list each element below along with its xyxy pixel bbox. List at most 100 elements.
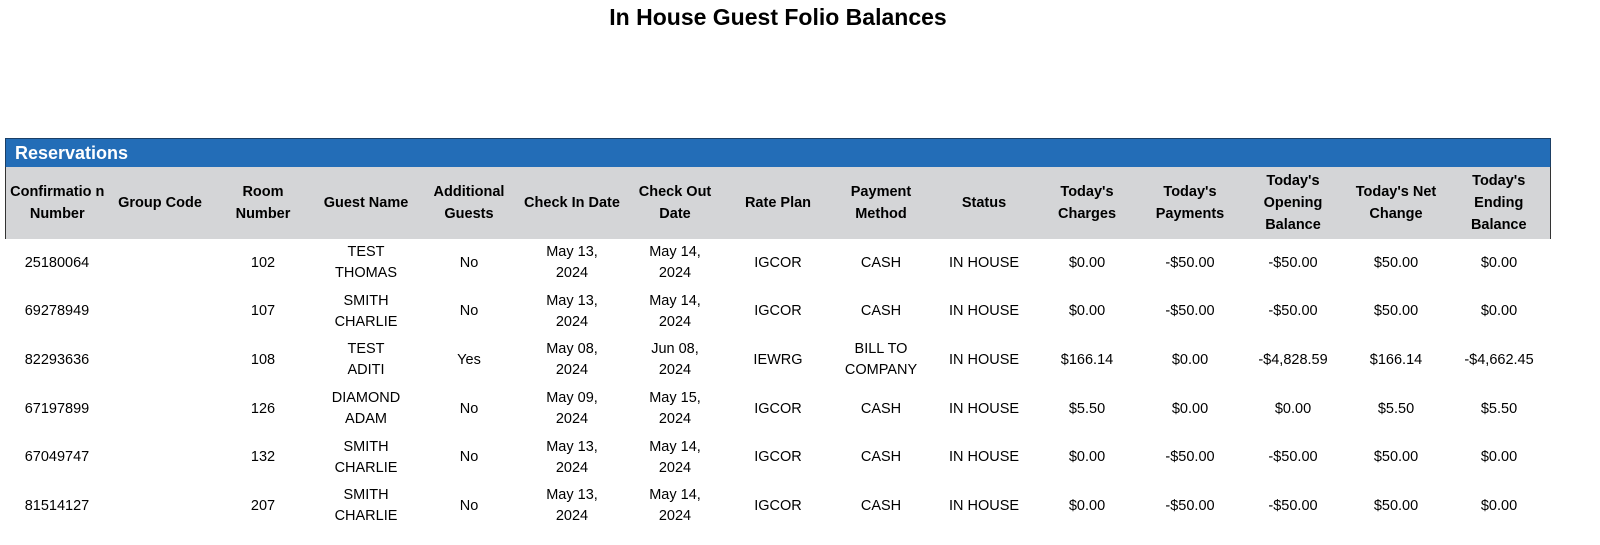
table-cell: IN HOUSE (948, 449, 1020, 466)
table-cell: $0.00 (1480, 449, 1518, 466)
table-cell: -$50.00 (1165, 254, 1215, 271)
table-cell (109, 239, 212, 288)
table-cell: SMITH CHARLIE (334, 292, 398, 330)
column-header: Status (932, 167, 1036, 239)
table-cell: May 13, 2024 (546, 438, 598, 476)
table-cell: IGCOR (754, 303, 802, 320)
table-cell: $0.00 (1171, 351, 1209, 368)
table-cell: 67197899 (24, 400, 90, 417)
table-cell: IGCOR (754, 497, 802, 514)
table-cell (109, 433, 212, 482)
table-row: 67197899 126 DIAMOND ADAM No May 09, 2024 May… (6, 385, 1551, 434)
table-cell: IGCOR (754, 449, 802, 466)
table-cell: $5.50 (1480, 400, 1518, 417)
table-cell (109, 482, 212, 531)
table-cell: -$50.00 (1165, 497, 1215, 514)
column-header: Check In Date (520, 167, 624, 239)
table-cell: -$50.00 (1268, 254, 1318, 271)
table-cell: 67049747 (24, 449, 90, 466)
table-cell: $0.00 (1068, 303, 1106, 320)
table-cell: May 14, 2024 (649, 244, 701, 282)
table-cell: $0.00 (1480, 254, 1518, 271)
column-header: Room Number (211, 167, 315, 239)
table-cell: IN HOUSE (948, 497, 1020, 514)
table-cell: DIAMOND ADAM (331, 390, 401, 428)
table-cell: 102 (250, 254, 276, 271)
table-cell: -$50.00 (1268, 497, 1318, 514)
table-cell: $50.00 (1373, 254, 1419, 271)
column-header: Group Code (108, 167, 212, 239)
table-cell: May 09, 2024 (546, 390, 598, 428)
table-cell (109, 336, 212, 385)
page-title: In House Guest Folio Balances (609, 4, 947, 30)
table-cell: IN HOUSE (948, 351, 1020, 368)
table-row: 25180064 102 TEST THOMAS No May 13, 2024 May … (6, 239, 1551, 288)
table-cell: Yes (457, 351, 481, 368)
table-cell: $166.14 (1060, 351, 1114, 368)
table-cell: CASH (860, 449, 902, 466)
table-row: 81514127 207 SMITH CHARLIE No May 13, 2024 Ma… (6, 482, 1551, 531)
table-cell: May 14, 2024 (649, 487, 701, 525)
table-cell: $5.50 (1377, 400, 1415, 417)
table-cell: $0.00 (1274, 400, 1312, 417)
table-cell: SMITH CHARLIE (334, 438, 398, 476)
section-header: Reservations (5, 138, 1551, 167)
table-cell: 107 (250, 303, 276, 320)
table-cell: $0.00 (1068, 497, 1106, 514)
column-header: Payment Method (829, 167, 933, 239)
table-cell: 126 (250, 400, 276, 417)
table-row: 67049747 132 SMITH CHARLIE No May 13, 2024 Ma… (6, 433, 1551, 482)
table-cell: IN HOUSE (948, 254, 1020, 271)
table-cell: TEST ADITI (347, 341, 385, 379)
table-cell: -$50.00 (1165, 449, 1215, 466)
table-cell: 207 (250, 497, 276, 514)
table-cell: No (459, 400, 479, 417)
table-cell: No (459, 497, 479, 514)
table-cell: 82293636 (24, 351, 90, 368)
table-cell: CASH (860, 400, 902, 417)
table-cell: CASH (860, 497, 902, 514)
table-cell: -$4,828.59 (1258, 351, 1328, 368)
table-cell: No (459, 254, 479, 271)
table-cell: $50.00 (1373, 497, 1419, 514)
table-cell: BILL TO COMPANY (844, 341, 918, 379)
column-header: Today's Net Change (1344, 167, 1448, 239)
table-cell: $166.14 (1369, 351, 1423, 368)
table-cell: May 13, 2024 (546, 292, 598, 330)
table-row: 82293636 108 TEST ADITI Yes May 08, 2024 Jun … (6, 336, 1551, 385)
table-cell: $0.00 (1480, 497, 1518, 514)
table-cell: Jun 08, 2024 (651, 341, 699, 379)
column-header: Additional Guests (417, 167, 521, 239)
column-header: Guest Name (314, 167, 418, 239)
header-row: Confirmatio n Number Group Code Room Numbe… (5, 167, 1551, 239)
table-cell: $0.00 (1068, 449, 1106, 466)
table-cell: -$4,662.45 (1464, 351, 1534, 368)
table-cell: May 13, 2024 (546, 244, 598, 282)
table-cell: $0.00 (1171, 400, 1209, 417)
table-cell: No (459, 449, 479, 466)
table-cell: -$50.00 (1268, 303, 1318, 320)
column-header: Today's Payments (1138, 167, 1242, 239)
column-header: Today's Charges (1035, 167, 1139, 239)
table-cell: IN HOUSE (948, 400, 1020, 417)
table-cell: 25180064 (24, 254, 90, 271)
column-header: Today's Opening Balance (1241, 167, 1345, 239)
table-cell: 81514127 (24, 497, 90, 514)
table-cell: $5.50 (1068, 400, 1106, 417)
table-cell: IN HOUSE (948, 303, 1020, 320)
table-cell: IGCOR (754, 400, 802, 417)
table-cell: -$50.00 (1268, 449, 1318, 466)
column-header: Check Out Date (623, 167, 727, 239)
table-cell: CASH (860, 303, 902, 320)
table-cell: $0.00 (1068, 254, 1106, 271)
table-cell: CASH (860, 254, 902, 271)
table-cell: IEWRG (753, 351, 803, 368)
table-cell: May 14, 2024 (649, 438, 701, 476)
table-cell: TEST THOMAS (334, 244, 398, 282)
table-cell: $0.00 (1480, 303, 1518, 320)
table-cell: May 13, 2024 (546, 487, 598, 525)
table-cell: May 08, 2024 (546, 341, 598, 379)
reservations-table: Confirmatio n Number Group Code Room Numbe… (5, 167, 1551, 531)
column-header: Confirmatio n Number (5, 167, 109, 239)
table-cell (109, 385, 212, 434)
